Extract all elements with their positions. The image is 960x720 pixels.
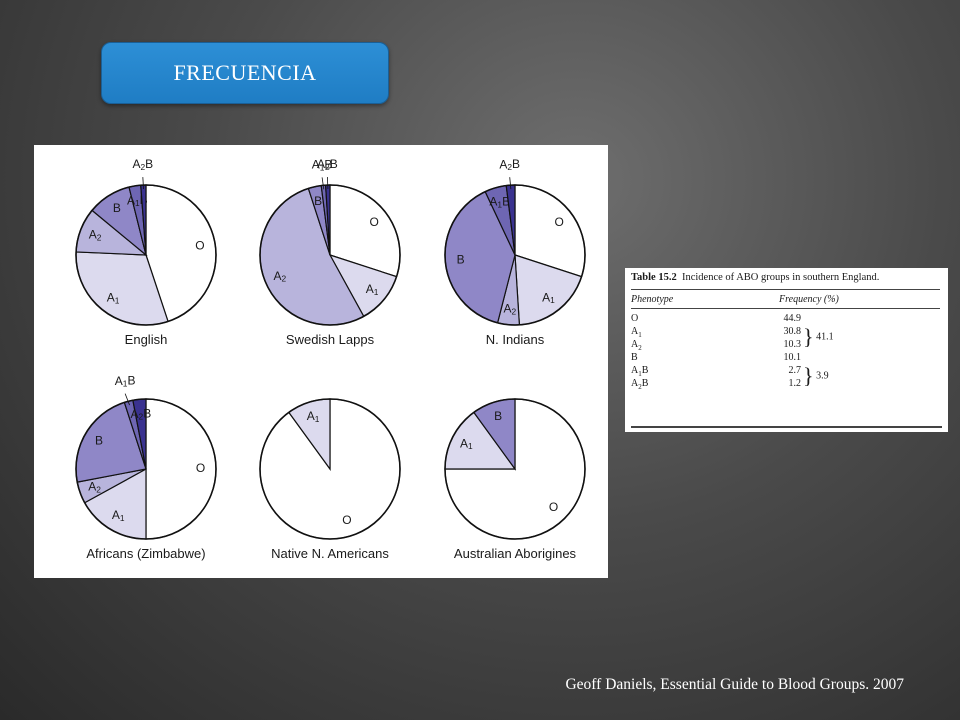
slice-label-o: O [196,461,205,475]
frequency-cell: 1.2 [788,378,802,389]
slice-leader-line [326,177,329,190]
phenotype-cell: O [631,313,639,324]
column-header-frequency: Frequency (%) [779,294,839,305]
table-number: Table 15.2 [631,272,677,283]
slice-label-a1b: A1B [115,374,136,389]
slice-label-b: B [457,252,465,266]
slice-label-a2b: A2B [499,157,520,172]
slice-label-a2b: A2B [317,157,338,172]
pie-outline [259,184,401,326]
slice-label-o: O [555,215,564,229]
table-caption-text: Incidence of ABO groups in southern Engl… [681,272,880,283]
abo-frequency-table: Table 15.2 Incidence of ABO groups in so… [625,268,948,432]
pie-title: Australian Aborigines [454,546,577,561]
slice-label-o: O [342,513,351,527]
pie-title: Native N. Americans [271,546,389,561]
slice-label-a2b: A2B [131,407,152,422]
table-row: A1 30.8 [631,325,940,339]
slice-label-a1b: A1B [489,195,510,210]
pie-title: N. Indians [486,332,545,347]
slice-leader-line [142,177,144,190]
slice-leader-line [321,177,325,190]
slice-leader-line [124,393,130,406]
phenotype-cell: A2 [631,339,642,352]
pie-outline [75,398,217,540]
slice-label-b: B [113,201,121,215]
pie-outline [259,398,401,540]
table-row: A1B 2.7 [631,364,940,378]
slice-label-b: B [314,194,322,208]
slice-label-a2b: A2B [132,157,153,172]
group-total-ab: } 3.9 [803,363,829,388]
pie-charts-panel: OA1A2BA1BA2BEnglishOA1A2BA1BA2BSwedish L… [34,145,608,578]
slice-label-o: O [195,238,204,252]
slide-title: FRECUENCIA [101,42,389,104]
slice-label-a1b: A1B [312,158,333,173]
phenotype-cell: B [631,352,638,363]
table-header: Phenotype Frequency (%) [631,290,940,309]
pie-outline [444,184,586,326]
pie-slice-o [145,398,217,540]
table-row: O 44.9 [631,312,940,325]
table-row: B 10.1 [631,351,940,364]
source-citation: Geoff Daniels, Essential Guide to Blood … [565,676,904,693]
slice-leader-line [509,177,512,190]
table-row: A2 10.3 [631,338,940,352]
frequency-cell: 10.3 [783,339,802,350]
phenotype-cell: A1B [631,365,649,378]
phenotype-cell: A2B [631,378,649,391]
pie-title: English [125,332,168,347]
frequency-cell: 10.1 [783,352,802,363]
pie-title: Africans (Zimbabwe) [86,546,205,561]
frequency-cell: 30.8 [783,326,802,337]
table-row: A2B 1.2 [631,377,940,391]
frequency-cell: 44.9 [783,313,802,324]
phenotype-cell: A1 [631,326,642,339]
table-body: O 44.9 A1 30.8 A2 10.3 B 10.1 A1B 2.7 A2B 1.2 } 41.1… [631,309,940,391]
pie-outline [444,398,586,540]
group-total-a: } 41.1 [803,324,834,349]
table-bottom-rule [631,426,942,428]
frequency-cell: 2.7 [788,365,802,376]
pie-title: Swedish Lapps [286,332,375,347]
slice-label-o: O [549,500,558,514]
column-header-phenotype: Phenotype [631,294,674,305]
slice-label-b: B [494,409,502,423]
pie-outline [75,184,217,326]
table-caption: Table 15.2 Incidence of ABO groups in so… [631,272,940,290]
pie-1: OA1A2BA1BA2BEnglish [75,157,217,347]
pie-charts-svg: OA1A2BA1BA2BEnglishOA1A2BA1BA2BSwedish L… [75,157,586,561]
slice-label-b: B [95,433,103,447]
slice-label-o: O [370,215,379,229]
